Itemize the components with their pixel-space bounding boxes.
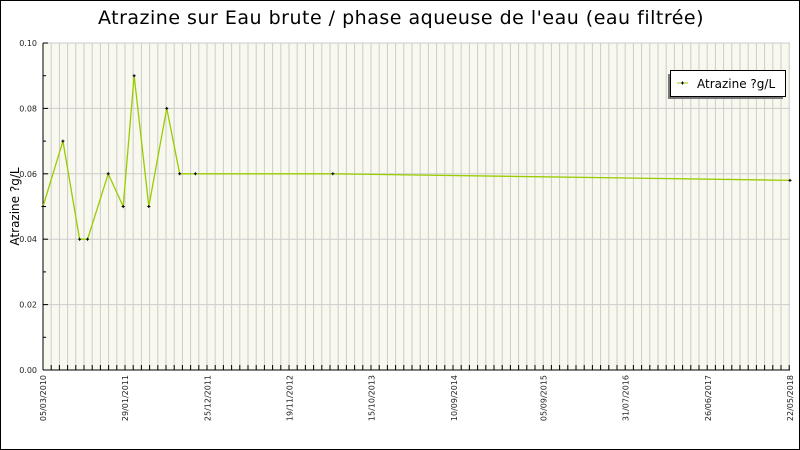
x-tick-label: 29/01/2011 <box>121 375 130 421</box>
x-tick-label: 10/09/2014 <box>450 375 459 421</box>
legend-label: Atrazine ?g/L <box>697 77 775 91</box>
legend-box <box>670 70 786 97</box>
data-point <box>178 172 182 176</box>
data-point <box>147 205 151 208</box>
y-tick-label: 0.02 <box>19 301 37 310</box>
x-tick-label: 05/03/2010 <box>39 375 48 421</box>
x-tick-label: 05/09/2015 <box>539 375 548 421</box>
data-point <box>106 172 110 176</box>
y-tick-label: 0.08 <box>19 104 37 113</box>
data-point <box>788 178 792 182</box>
x-tick-label: 15/10/2013 <box>368 375 377 421</box>
data-point <box>86 237 90 241</box>
data-point <box>78 237 82 241</box>
x-tick-label: 31/07/2016 <box>622 375 631 421</box>
legend-marker-icon <box>681 81 684 85</box>
data-point <box>132 74 136 78</box>
chart-title: Atrazine sur Eau brute / phase aqueuse d… <box>97 7 705 29</box>
data-point <box>331 172 335 176</box>
y-tick-label: 0.10 <box>19 39 37 48</box>
y-axis-label: Atrazine ?g/L <box>8 167 22 245</box>
data-point <box>193 172 197 176</box>
x-tick-label: 26/06/2017 <box>704 375 713 421</box>
data-point <box>121 205 125 208</box>
data-point <box>61 139 65 143</box>
x-tick-label: 25/12/2011 <box>203 375 212 421</box>
y-tick-label: 0.04 <box>19 235 37 244</box>
data-point <box>165 106 169 110</box>
plot-area <box>43 43 790 370</box>
data-point <box>41 205 45 208</box>
y-tick-label: 0.06 <box>19 170 37 179</box>
y-tick-label: 0.00 <box>19 366 37 375</box>
x-tick-label: 22/05/2018 <box>786 375 795 421</box>
x-tick-label: 19/11/2012 <box>286 375 295 421</box>
